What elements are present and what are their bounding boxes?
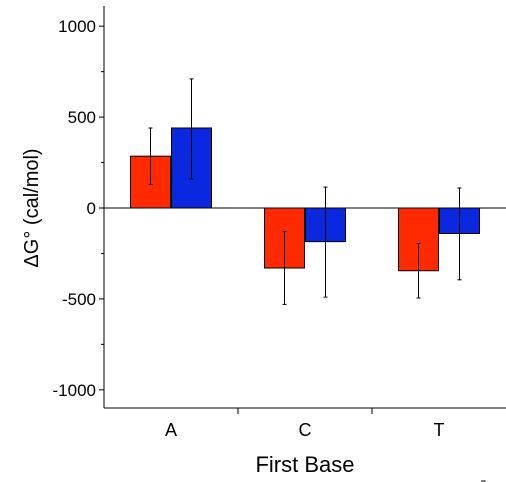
x-tick-label: T bbox=[434, 420, 445, 440]
y-axis-title: ΔG° (cal/mol) bbox=[21, 148, 43, 267]
y-axis: 1000 500 0 -500 -1000 bbox=[53, 6, 105, 408]
bars bbox=[130, 127, 480, 272]
y-tick-label: -1000 bbox=[53, 381, 96, 400]
y-tick-label: 1000 bbox=[58, 17, 96, 36]
y-tick-label: -500 bbox=[62, 290, 96, 309]
x-tick-label: A bbox=[165, 420, 177, 440]
y-tick-label: 0 bbox=[87, 199, 96, 218]
error-bars bbox=[148, 78, 462, 305]
x-tick-label: C bbox=[299, 420, 312, 440]
corner-mark bbox=[481, 480, 486, 482]
y-tick-label: 500 bbox=[68, 108, 96, 127]
x-axis-title: First Base bbox=[255, 452, 354, 477]
